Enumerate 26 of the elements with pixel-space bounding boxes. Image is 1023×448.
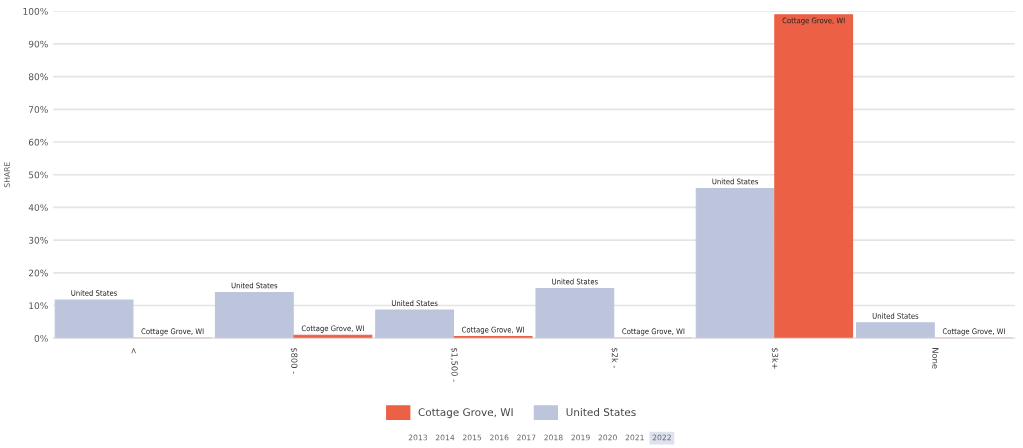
y-tick-label: 30% [28,236,48,244]
x-tick-label: $2k - [610,347,619,368]
x-tick-label: $800 - [290,347,298,374]
y-tick-label: 50% [28,171,48,179]
bar [214,291,294,339]
y-tick-label: 80% [28,73,48,81]
bar [375,309,455,339]
y-tick-label: 70% [29,106,48,113]
y-tick-label: 10% [29,302,48,310]
x-tick-label: $3k+ [770,347,779,369]
y-tick-label: 20% [28,269,48,277]
bar [54,299,134,339]
y-tick-label: 90% [28,40,48,48]
x-tick-label: < [131,348,136,354]
legend-label: Cottage Grove, WI [418,408,513,419]
y-tick-label: 60% [28,138,48,146]
legend-label: United States [566,408,636,417]
x-tick-label: $1,500 - [450,347,458,382]
y-tick-label: 100% [23,7,48,15]
x-tick-label: None [932,348,939,369]
bar [535,287,615,339]
y-tick-label: 40% [28,204,48,211]
bar [855,322,935,339]
y-tick-label: 0% [34,334,48,342]
bar [695,187,775,339]
bar [774,14,854,339]
